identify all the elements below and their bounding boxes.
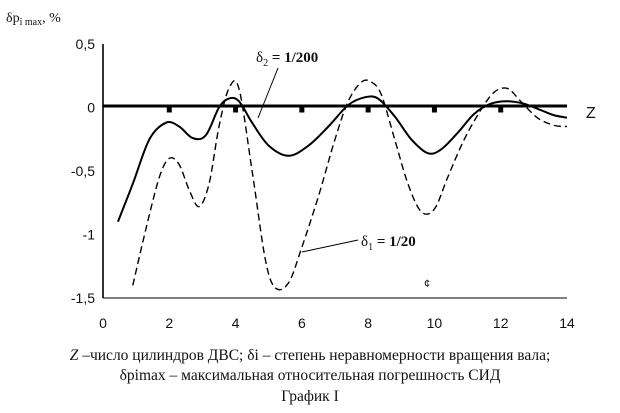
x-tick-labels: 0 2 4 6 8 10 12 14 bbox=[99, 315, 575, 331]
x-tick-label: 12 bbox=[493, 315, 509, 331]
y-tick-label: -1,5 bbox=[71, 290, 95, 306]
caption-line-2: δpimax – максимальная относительная погр… bbox=[0, 366, 620, 386]
x-tick-label: 0 bbox=[99, 315, 107, 331]
zero-axis-marker bbox=[432, 107, 437, 113]
caption-line-1: Z –число цилиндров ДВС; δi – степень нер… bbox=[0, 346, 620, 366]
x-tick-label: 8 bbox=[364, 315, 372, 331]
y-tick-label: 0,5 bbox=[76, 36, 96, 52]
zero-axis-marker bbox=[498, 107, 503, 113]
series-label-delta2-leader bbox=[258, 68, 278, 118]
series-label-delta1-leader bbox=[302, 240, 358, 252]
zero-axis-marker bbox=[167, 107, 172, 113]
y-tick-label: -1 bbox=[83, 227, 96, 243]
x-tick-label: 10 bbox=[427, 315, 443, 331]
x-axis-name: Z bbox=[586, 105, 596, 122]
line-chart: δpi max, % 0,50-0,5-1-1,5 02468101214 Z … bbox=[0, 0, 620, 340]
y-axis-title: δpi max, % bbox=[6, 11, 61, 28]
y-tick-label: 0 bbox=[87, 100, 95, 116]
y-tick-label: -0,5 bbox=[71, 163, 95, 179]
zero-axis-marker bbox=[366, 107, 371, 113]
series-label-delta2: δ2 = 1/200 bbox=[256, 50, 318, 69]
x-tick-label: 14 bbox=[559, 315, 575, 331]
x-tick-label: 6 bbox=[298, 315, 306, 331]
x-tick-label: 4 bbox=[232, 315, 240, 331]
zero-axis-marker bbox=[299, 107, 304, 113]
x-tick-label: 2 bbox=[165, 315, 173, 331]
y-tick-labels: 0,5 0 -0,5 -1 -1,5 bbox=[71, 36, 95, 306]
zero-axis-marker bbox=[233, 107, 238, 113]
caption-line-3: График I bbox=[0, 387, 620, 407]
stray-mark: ¢ bbox=[424, 278, 430, 290]
series-label-delta1: δ1 = 1/20 bbox=[361, 234, 416, 253]
